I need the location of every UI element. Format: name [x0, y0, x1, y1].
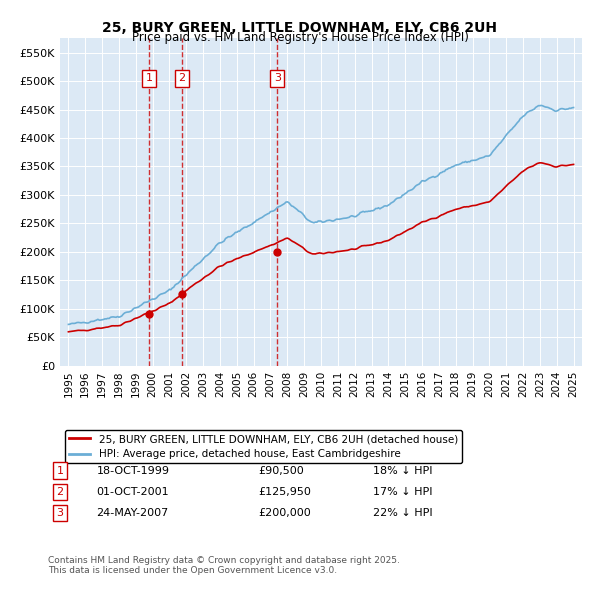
Text: Contains HM Land Registry data © Crown copyright and database right 2025.
This d: Contains HM Land Registry data © Crown c…	[48, 556, 400, 575]
Text: 2: 2	[56, 487, 64, 497]
Text: 1: 1	[56, 466, 64, 476]
Text: 3: 3	[56, 508, 64, 518]
Legend: 25, BURY GREEN, LITTLE DOWNHAM, ELY, CB6 2UH (detached house), HPI: Average pric: 25, BURY GREEN, LITTLE DOWNHAM, ELY, CB6…	[65, 430, 462, 464]
Text: 24-MAY-2007: 24-MAY-2007	[97, 508, 169, 518]
Text: £125,950: £125,950	[259, 487, 311, 497]
Text: 25, BURY GREEN, LITTLE DOWNHAM, ELY, CB6 2UH: 25, BURY GREEN, LITTLE DOWNHAM, ELY, CB6…	[103, 21, 497, 35]
Text: 18% ↓ HPI: 18% ↓ HPI	[373, 466, 433, 476]
Text: 22% ↓ HPI: 22% ↓ HPI	[373, 508, 433, 518]
Text: 01-OCT-2001: 01-OCT-2001	[97, 487, 169, 497]
Text: £200,000: £200,000	[259, 508, 311, 518]
Text: 18-OCT-1999: 18-OCT-1999	[97, 466, 170, 476]
Text: 3: 3	[274, 73, 281, 83]
Text: £90,500: £90,500	[259, 466, 304, 476]
Text: Price paid vs. HM Land Registry's House Price Index (HPI): Price paid vs. HM Land Registry's House …	[131, 31, 469, 44]
Text: 1: 1	[146, 73, 153, 83]
Text: 17% ↓ HPI: 17% ↓ HPI	[373, 487, 433, 497]
Text: 2: 2	[179, 73, 185, 83]
